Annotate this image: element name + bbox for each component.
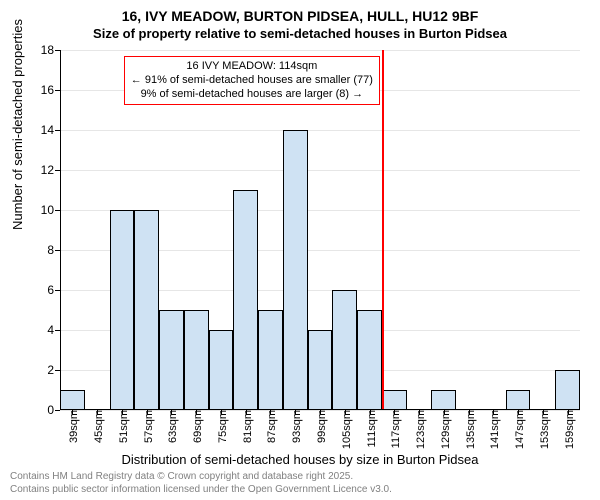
x-tick-label: 159sqm [560,410,576,449]
x-tick-label: 135sqm [461,410,477,449]
histogram-bar [283,130,308,410]
annotation-line1: 16 IVY MEADOW: 114sqm [131,60,373,74]
y-axis-label: Number of semi-detached properties [10,19,25,230]
histogram-bar [60,390,85,410]
x-tick-label: 105sqm [337,410,353,449]
chart-title-line1: 16, IVY MEADOW, BURTON PIDSEA, HULL, HU1… [0,0,600,24]
x-tick-label: 63sqm [163,410,179,443]
histogram-bar [332,290,357,410]
y-tick-label: 8 [47,243,60,257]
x-tick-label: 81sqm [238,410,254,443]
histogram-bar [233,190,258,410]
chart-container: 16, IVY MEADOW, BURTON PIDSEA, HULL, HU1… [0,0,600,500]
histogram-bar [110,210,135,410]
chart-title-line2: Size of property relative to semi-detach… [0,24,600,41]
x-tick-label: 99sqm [312,410,328,443]
histogram-bar [506,390,531,410]
x-tick-label: 45sqm [89,410,105,443]
x-tick-label: 141sqm [485,410,501,449]
gridline [60,130,580,131]
y-tick-label: 6 [47,283,60,297]
y-tick-label: 18 [41,43,60,57]
y-tick-label: 4 [47,323,60,337]
gridline [60,50,580,51]
histogram-bar [134,210,159,410]
x-tick-label: 123sqm [411,410,427,449]
footer-line1: Contains HM Land Registry data © Crown c… [10,471,392,484]
histogram-bar [357,310,382,410]
y-tick-label: 14 [41,123,60,137]
plot-area: 02468101214161839sqm45sqm51sqm57sqm63sqm… [60,50,580,410]
x-tick-label: 111sqm [362,410,378,448]
annotation-line3: 9% of semi-detached houses are larger (8… [131,88,373,102]
x-tick-label: 57sqm [139,410,155,443]
annotation-line2: ← 91% of semi-detached houses are smalle… [131,74,373,88]
histogram-bar [159,310,184,410]
x-tick-label: 39sqm [64,410,80,443]
x-tick-label: 117sqm [386,410,402,448]
y-axis-line [60,50,61,410]
annotation-box: 16 IVY MEADOW: 114sqm← 91% of semi-detac… [124,56,380,105]
x-axis-label: Distribution of semi-detached houses by … [0,452,600,467]
histogram-bar [258,310,283,410]
gridline [60,170,580,171]
x-tick-label: 75sqm [213,410,229,443]
histogram-bar [209,330,234,410]
x-tick-label: 153sqm [535,410,551,449]
x-axis-line [60,409,580,410]
attribution-footer: Contains HM Land Registry data © Crown c… [10,471,392,496]
y-tick-label: 2 [47,363,60,377]
y-tick-label: 10 [41,203,60,217]
x-tick-label: 87sqm [262,410,278,443]
histogram-bar [431,390,456,410]
x-tick-label: 93sqm [287,410,303,443]
histogram-bar [308,330,333,410]
y-tick-label: 0 [47,403,60,417]
reference-line [382,50,384,410]
y-tick-label: 12 [41,163,60,177]
histogram-bar [555,370,580,410]
histogram-bar [184,310,209,410]
x-tick-label: 51sqm [114,410,130,443]
histogram-bar [382,390,407,410]
y-tick-label: 16 [41,83,60,97]
x-tick-label: 69sqm [188,410,204,443]
footer-line2: Contains public sector information licen… [10,484,392,497]
x-tick-label: 129sqm [436,410,452,449]
x-tick-label: 147sqm [510,410,526,449]
